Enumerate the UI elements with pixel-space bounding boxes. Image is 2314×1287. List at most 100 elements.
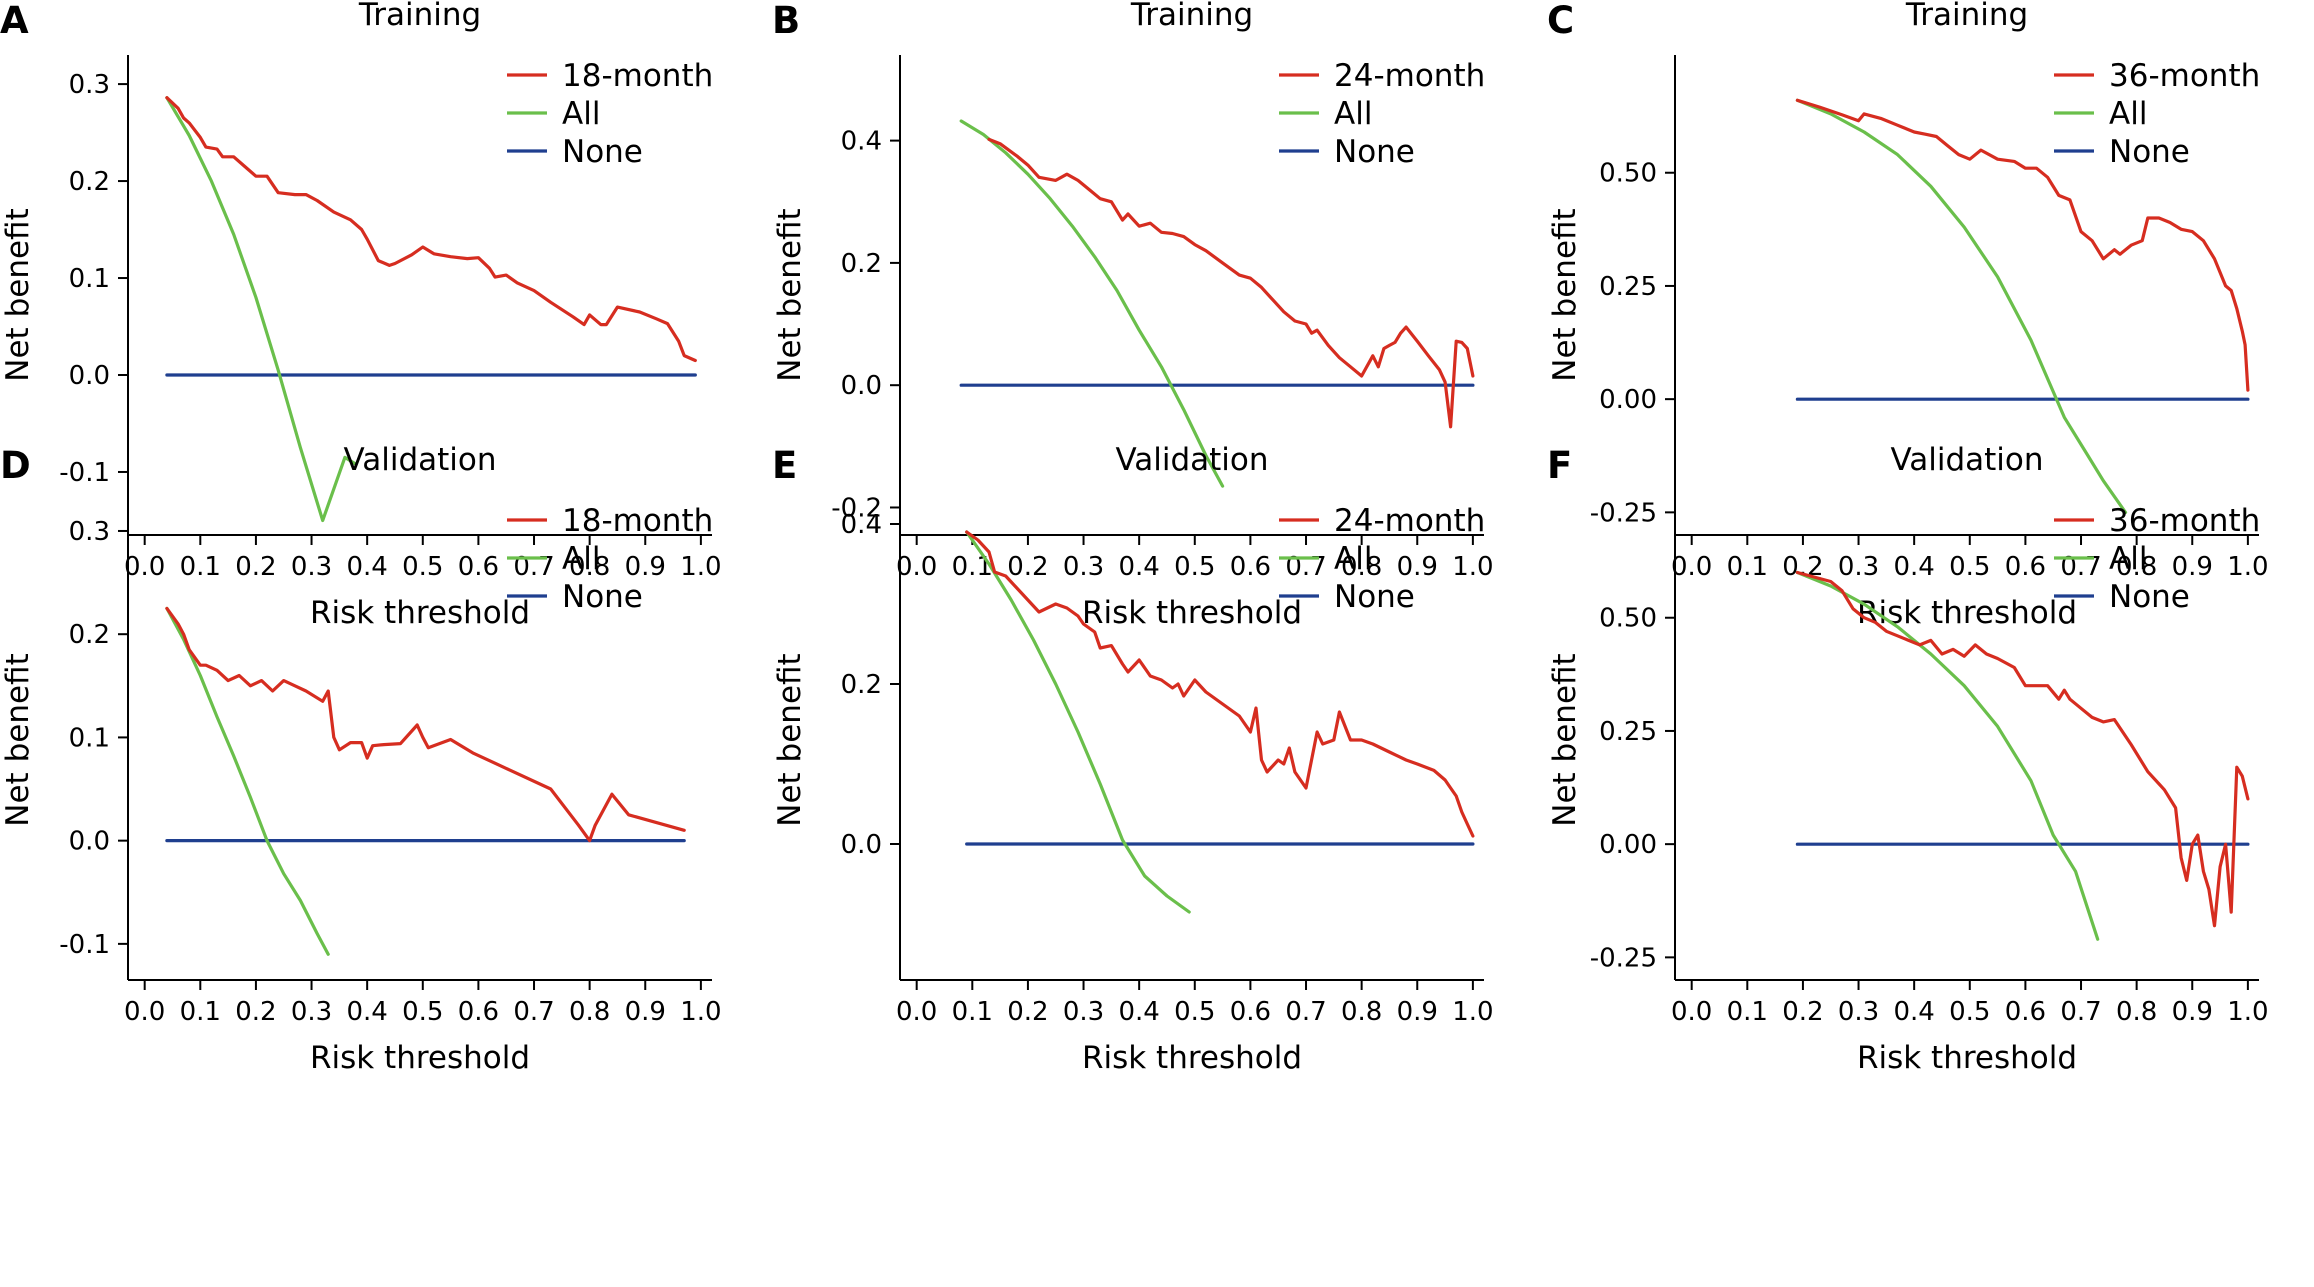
x-tick-label: 0.9 [625,997,666,1027]
chart-panel-e: E Validation 0.0 0.1 0.2 0.3 0.4 0.5 0.6 0.7 0.8 0.… [772,442,1494,1076]
x-tick-label: 0.9 [1397,997,1438,1027]
x-tick-label: 0.3 [1838,997,1879,1027]
y-tick-label: 0.0 [69,827,110,857]
y-tick-label: 0.0 [69,361,110,391]
y-axis-label: Net benefit [0,653,36,826]
series-line-all [1795,570,2100,941]
series-line-all [1795,98,2128,515]
x-tick-label: 0.8 [2116,997,2157,1027]
y-axis-label: Net benefit [1547,653,1583,826]
x-tick-label: 0.8 [2116,552,2157,582]
legend-label: All [562,541,600,577]
x-axis-label: Risk threshold [310,595,530,631]
y-axis-label: Net benefit [0,208,36,381]
chart-title: Training [1130,0,1253,33]
legend-label: 24-month [1334,58,1485,94]
y-axis-label: Net benefit [772,208,808,381]
x-axis-label: Risk threshold [310,1040,530,1076]
y-tick-label: 0.4 [841,510,882,540]
x-tick-label: 0.4 [346,997,387,1027]
legend-label: All [2109,96,2147,132]
y-tick-label: 0.50 [1599,159,1657,189]
legend-label: None [2109,579,2190,615]
x-tick-label: 0.6 [1230,552,1271,582]
series-line-18-month [165,96,697,363]
panel-letter: D [0,444,31,487]
x-tick-label: 0.0 [896,997,937,1027]
chart-title: Validation [1890,442,2043,478]
x-tick-label: 0.1 [180,552,221,582]
x-tick-label: 1.0 [2227,552,2268,582]
x-tick-label: 0.4 [1118,552,1159,582]
x-tick-label: 0.7 [513,997,554,1027]
x-tick-label: 0.1 [180,997,221,1027]
legend-label: None [562,134,643,170]
x-axis-label: Risk threshold [1082,595,1302,631]
chart-title: Validation [343,442,496,478]
y-axis-label: Net benefit [1547,208,1583,381]
x-tick-label: 0.7 [2060,997,2101,1027]
y-tick-label: 0.3 [69,70,110,100]
series-line-all [965,530,1191,914]
x-tick-label: 0.5 [402,997,443,1027]
legend-label: 18-month [562,58,713,94]
y-tick-label: 0.2 [69,620,110,650]
x-tick-label: 0.3 [1063,997,1104,1027]
x-tick-label: 0.1 [1727,552,1768,582]
y-tick-label: 0.0 [841,830,882,860]
y-tick-label: 0.00 [1599,830,1657,860]
x-axis-label: Risk threshold [1857,595,2077,631]
x-tick-label: 0.3 [291,997,332,1027]
chart-panel-f: F Validation 0.0 0.1 0.2 0.3 0.4 0.5 0.6 0.7 0.8 0.… [1547,442,2269,1076]
x-tick-label: 0.4 [1893,552,1934,582]
x-tick-label: 1.0 [1452,552,1493,582]
y-tick-label: 0.2 [841,670,882,700]
chart-title: Training [1905,0,2028,33]
series-line-all [165,96,358,523]
y-tick-label: -0.1 [59,458,110,488]
x-tick-label: 0.0 [896,552,937,582]
x-tick-label: 0.6 [2005,997,2046,1027]
legend-label: None [2109,134,2190,170]
x-tick-label: 0.9 [2172,552,2213,582]
x-tick-label: 0.2 [1007,552,1048,582]
series-line-24-month [987,137,1475,429]
panel-letter: B [772,0,800,42]
y-tick-label: 0.2 [841,249,882,279]
legend-label: All [1334,96,1372,132]
x-tick-label: 0.3 [1063,552,1104,582]
legend-label: All [1334,541,1372,577]
legend-label: None [1334,134,1415,170]
x-tick-label: 0.4 [1118,997,1159,1027]
panel-letter: E [772,444,797,487]
chart-title: Training [358,0,481,33]
series-line-all [165,606,330,956]
y-tick-label: 0.50 [1599,604,1657,634]
legend-label: None [1334,579,1415,615]
x-tick-label: 0.0 [1671,997,1712,1027]
x-tick-label: 0.0 [124,997,165,1027]
y-tick-label: -0.25 [1590,498,1657,528]
y-axis-label: Net benefit [772,653,808,826]
x-tick-label: 0.2 [1007,997,1048,1027]
x-tick-label: 0.4 [346,552,387,582]
y-tick-label: 0.25 [1599,272,1657,302]
series-line-all [959,119,1225,488]
x-tick-label: 0.5 [402,552,443,582]
x-tick-label: 0.1 [952,552,993,582]
x-tick-label: 0.6 [458,997,499,1027]
x-tick-label: 0.5 [1949,997,1990,1027]
y-tick-label: 0.0 [841,371,882,401]
y-tick-label: 0.1 [69,723,110,753]
x-tick-label: 0.0 [124,552,165,582]
x-tick-label: 1.0 [680,997,721,1027]
x-tick-label: 0.5 [1174,552,1215,582]
y-tick-label: 0.3 [69,517,110,547]
y-tick-label: -0.2 [831,493,882,523]
series-line-24-month [965,530,1475,838]
y-tick-label: 0.00 [1599,385,1657,415]
x-tick-label: 0.2 [1782,997,1823,1027]
x-axis-label: Risk threshold [1857,1040,2077,1076]
